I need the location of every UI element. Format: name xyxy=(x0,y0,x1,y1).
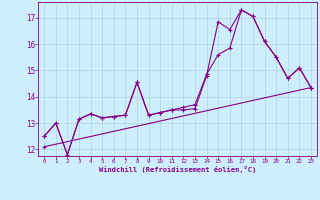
X-axis label: Windchill (Refroidissement éolien,°C): Windchill (Refroidissement éolien,°C) xyxy=(99,166,256,173)
